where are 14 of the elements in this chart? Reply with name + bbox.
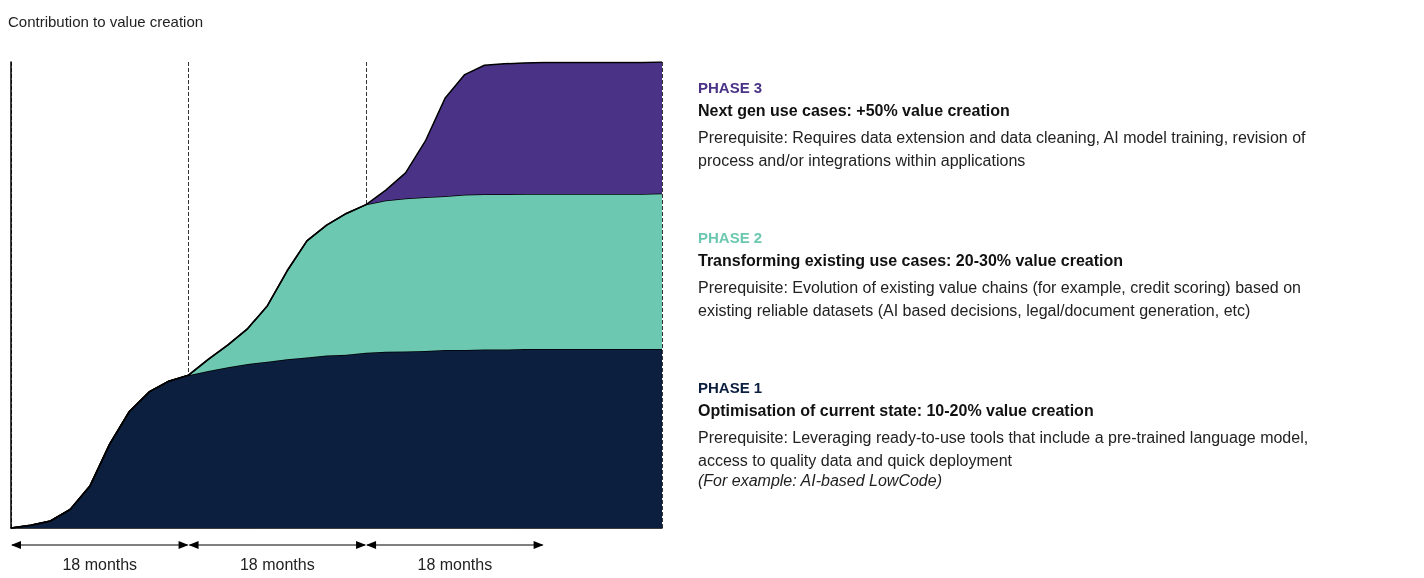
text: Prerequisite: Requires data extension and data cleaning, AI model training, revision of process and/or integrations within applications: [698, 129, 1310, 169]
text: Prerequisite: Evolution of existing value chains (for example, credit scoring) based on existing reliable datasets (AI based decisions, legal/document generation, etc): [698, 279, 1306, 319]
text: 18 months: [62, 555, 138, 573]
text: 18 months: [239, 555, 315, 573]
text: Optimisation of current state: 10-20% value creation: [698, 401, 1094, 419]
y-axis-title: Contribution to value creation: [8, 13, 204, 30]
text: PHASE 3: [698, 79, 763, 96]
text: Next gen use cases: +50% value creation: [698, 101, 1010, 119]
text: PHASE 1: [698, 379, 763, 396]
text: PHASE 2: [698, 229, 763, 246]
text: (For example: AI-based LowCode): [698, 471, 942, 489]
text: 18 months: [417, 555, 493, 573]
text: Transforming existing use cases: 20-30% value creation: [698, 251, 1124, 269]
text: Prerequisite: Leveraging ready-to-use tools that include a pre-trained language model, access to quality data and quick deployment: [698, 429, 1313, 469]
